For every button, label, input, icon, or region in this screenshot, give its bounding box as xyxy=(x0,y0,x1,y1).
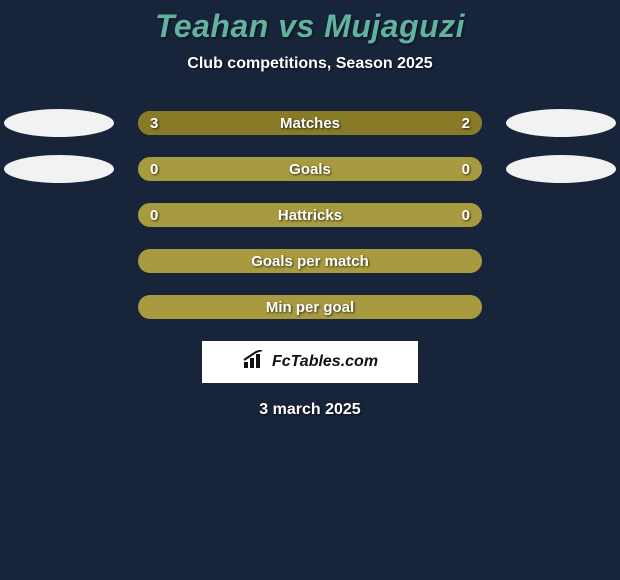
stat-value-right: 0 xyxy=(462,157,470,181)
player-right-marker xyxy=(506,155,616,183)
player-left-marker-slot xyxy=(0,155,138,183)
stat-value-left: 0 xyxy=(150,157,158,181)
stat-value-left: 0 xyxy=(150,203,158,227)
stat-label: Matches xyxy=(138,111,482,135)
player-left-marker xyxy=(4,109,114,137)
source-badge-text: FcTables.com xyxy=(272,353,378,371)
stat-label: Hattricks xyxy=(138,203,482,227)
stat-value-right: 2 xyxy=(462,111,470,135)
player-right-marker xyxy=(506,109,616,137)
stat-label: Goals xyxy=(138,157,482,181)
player-right-marker-slot xyxy=(482,155,620,183)
stat-value-right: 0 xyxy=(462,203,470,227)
stat-label: Min per goal xyxy=(138,295,482,319)
stat-bar: Hattricks0 0 xyxy=(138,203,482,227)
stat-label: Goals per match xyxy=(138,249,482,273)
stat-row: Hattricks0 0 xyxy=(0,203,620,227)
source-badge[interactable]: FcTables.com xyxy=(202,341,418,383)
stat-row: Min per goal xyxy=(0,295,620,319)
bar-chart-icon xyxy=(242,350,266,375)
stat-bar: Goals0 0 xyxy=(138,157,482,181)
stat-bar: Min per goal xyxy=(138,295,482,319)
page-subtitle: Club competitions, Season 2025 xyxy=(0,55,620,73)
comparison-card: Teahan vs Mujaguzi Club competitions, Se… xyxy=(0,0,620,580)
stat-row: Goals0 0 xyxy=(0,157,620,181)
stat-bar: Matches3 2 xyxy=(138,111,482,135)
page-title: Teahan vs Mujaguzi xyxy=(0,8,620,45)
player-left-marker-slot xyxy=(0,109,138,137)
stat-row: Goals per match xyxy=(0,249,620,273)
stat-bar: Goals per match xyxy=(138,249,482,273)
player-left-marker xyxy=(4,155,114,183)
player-right-marker-slot xyxy=(482,109,620,137)
date-label: 3 march 2025 xyxy=(0,401,620,419)
comparison-chart: Matches32Goals00Hattricks00Goals per mat… xyxy=(0,111,620,319)
stat-row: Matches3 2 xyxy=(0,111,620,135)
stat-value-left: 3 xyxy=(150,111,158,135)
